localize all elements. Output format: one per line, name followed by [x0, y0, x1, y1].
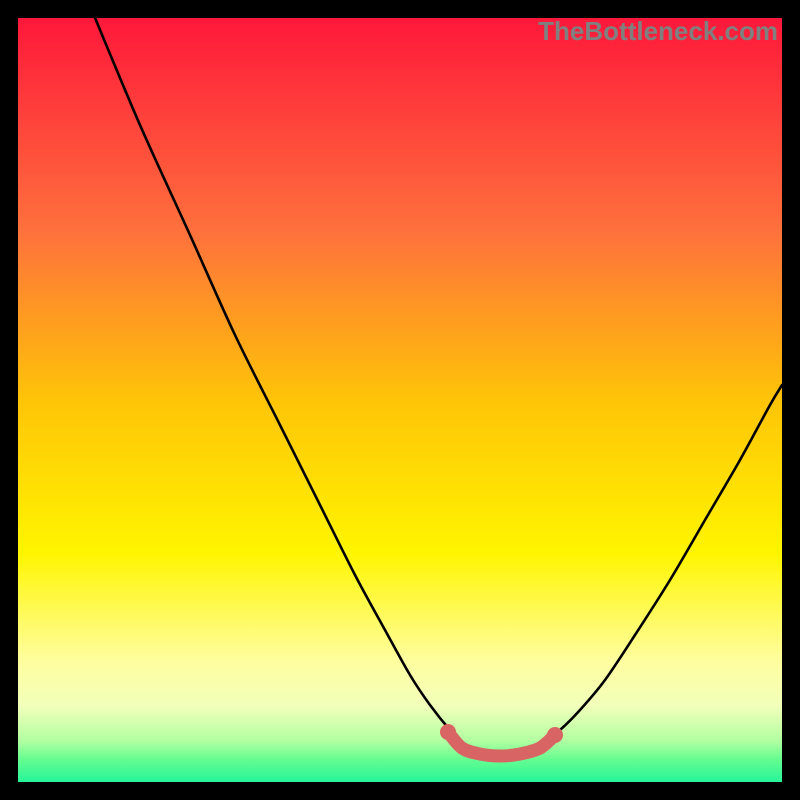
- chart-frame: TheBottleneck.com: [0, 0, 800, 800]
- bottleneck-curve: [93, 13, 782, 756]
- plot-area: [18, 18, 782, 782]
- chart-svg: [0, 0, 800, 800]
- optimal-range-highlight: [448, 732, 555, 756]
- optimal-range-end-dot: [547, 727, 563, 743]
- gradient-background: [18, 18, 782, 782]
- optimal-range-start-dot: [440, 724, 456, 740]
- watermark-text: TheBottleneck.com: [538, 16, 778, 47]
